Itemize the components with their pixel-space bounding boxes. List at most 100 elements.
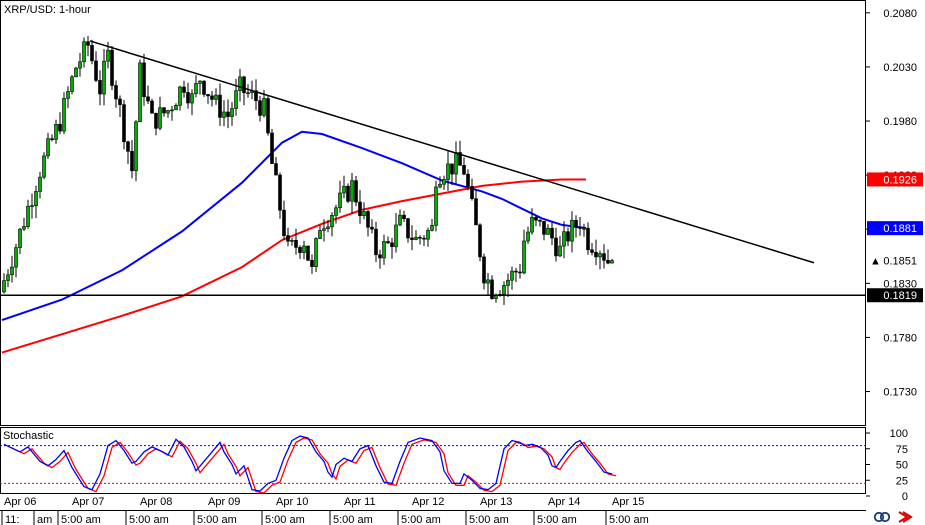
- candle: [302, 240, 306, 260]
- moving-average-2: [1, 178, 586, 354]
- candle: [346, 183, 350, 203]
- candle: [98, 70, 102, 106]
- stochastic-tick-label: 75: [896, 444, 908, 456]
- candle: [138, 59, 142, 123]
- candle: [350, 173, 354, 214]
- hour-label: 5:00 am: [401, 514, 441, 525]
- candle: [510, 266, 514, 290]
- candle: [22, 217, 26, 232]
- candle: [182, 80, 186, 98]
- candle: [14, 243, 18, 278]
- candle: [338, 180, 342, 213]
- candle: [474, 189, 478, 226]
- candle: [506, 273, 510, 297]
- trendline: [89, 40, 815, 264]
- candle: [478, 223, 482, 262]
- candle: [110, 46, 114, 91]
- stochastic-panel-frame: [0, 427, 866, 494]
- price-tag: ▲ 0.1851: [867, 253, 923, 268]
- candle: [522, 229, 526, 275]
- candle: [342, 175, 346, 199]
- candle: [578, 217, 582, 236]
- candle: [306, 245, 310, 262]
- candle: [234, 78, 238, 116]
- candle: [206, 94, 210, 104]
- link-icon[interactable]: [873, 511, 891, 523]
- hour-label: 5:00 am: [333, 514, 373, 525]
- candle: [586, 222, 590, 255]
- title-background: [2, 2, 94, 17]
- stochastic-tick-label: 50: [896, 460, 908, 472]
- candle: [426, 227, 430, 247]
- hour-label: 5:00 am: [129, 514, 169, 525]
- price-tick-label: 0.2030: [883, 62, 917, 74]
- candle: [602, 244, 606, 269]
- candle: [310, 254, 314, 274]
- arrow-icon[interactable]: [898, 511, 913, 523]
- candle: [82, 37, 86, 68]
- candle: [538, 219, 542, 227]
- day-label: Apr 10: [276, 496, 308, 508]
- candle: [202, 80, 206, 97]
- candle: [146, 85, 150, 104]
- price-tick-label: 0.1780: [883, 332, 917, 344]
- candle: [374, 221, 378, 263]
- candle: [410, 225, 414, 251]
- last-price-marker: ▲: [870, 256, 881, 268]
- candle: [290, 238, 294, 246]
- candle: [438, 176, 442, 189]
- candle: [274, 157, 278, 176]
- candle: [282, 200, 286, 240]
- candle: [270, 129, 274, 164]
- candle: [190, 89, 194, 116]
- main-panel-frame: [0, 0, 866, 426]
- candle: [470, 178, 474, 201]
- candle: [18, 228, 22, 255]
- candle: [54, 119, 58, 144]
- candle: [502, 281, 506, 305]
- candle: [418, 235, 422, 245]
- day-label: Apr 13: [480, 496, 512, 508]
- candle: [62, 92, 66, 135]
- candle: [242, 75, 246, 106]
- candle: [466, 169, 470, 191]
- candle: [34, 185, 38, 219]
- candle: [334, 204, 338, 224]
- hour-label: am: [37, 514, 52, 525]
- candle: [118, 95, 122, 117]
- hour-label: 5:00 am: [61, 514, 101, 525]
- candle: [486, 273, 490, 296]
- candle: [394, 213, 398, 253]
- day-label: Apr 09: [208, 496, 240, 508]
- candle: [114, 80, 118, 108]
- candle: [254, 79, 258, 111]
- candle: [562, 221, 566, 259]
- candle: [230, 102, 234, 126]
- candle: [218, 83, 222, 126]
- candle: [446, 151, 450, 191]
- candle: [70, 75, 74, 95]
- candle: [150, 98, 154, 114]
- time-axis: Apr 06 Apr 07 Apr 08 Apr 09 Apr 10 Apr 11 Apr …: [1, 496, 649, 525]
- candle: [330, 212, 334, 237]
- price-tick-label: 0.2080: [883, 8, 917, 20]
- candle: [402, 210, 406, 222]
- candle: [362, 202, 366, 220]
- hour-label: 5:00 am: [265, 514, 305, 525]
- stochastic-label-background: [1, 429, 59, 442]
- candle: [50, 134, 54, 142]
- candle: [454, 141, 458, 184]
- candle: [326, 219, 330, 233]
- candle: [414, 230, 418, 241]
- candle: [386, 236, 390, 244]
- candle: [294, 228, 298, 255]
- candle: [370, 219, 374, 234]
- day-label: Apr 07: [72, 496, 104, 508]
- stochastic-axis: 100 75 50 25 0: [866, 428, 908, 503]
- day-label: Apr 12: [412, 496, 444, 508]
- candle: [122, 99, 126, 150]
- chart-title: XRP/USD: 1-hour: [4, 4, 91, 16]
- candle: [366, 209, 370, 237]
- candle: [378, 249, 382, 269]
- candle: [358, 190, 362, 224]
